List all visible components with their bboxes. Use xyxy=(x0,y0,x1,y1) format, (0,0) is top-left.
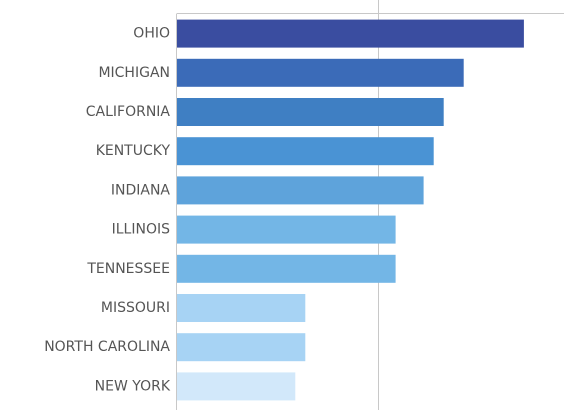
category-label-tennessee: TENNESSEE xyxy=(86,261,170,277)
category-label-california: CALIFORNIA xyxy=(86,104,171,120)
category-label-illinois: ILLINOIS xyxy=(112,222,170,238)
bar-california[interactable] xyxy=(177,98,444,126)
bar-missouri[interactable] xyxy=(177,294,306,322)
category-label-kentucky: KENTUCKY xyxy=(96,143,171,159)
bar-layer xyxy=(177,19,524,401)
bar-illinois[interactable] xyxy=(177,215,396,244)
bar-kentucky[interactable] xyxy=(177,137,434,166)
bar-michigan[interactable] xyxy=(177,58,464,87)
category-label-michigan: MICHIGAN xyxy=(98,65,170,81)
category-label-missouri: MISSOURI xyxy=(101,300,170,316)
bar-tennessee[interactable] xyxy=(177,254,396,283)
bar-ohio[interactable] xyxy=(177,19,524,48)
bar-new-york[interactable] xyxy=(177,372,296,401)
bar-indiana[interactable] xyxy=(177,176,424,205)
category-label-indiana: INDIANA xyxy=(111,182,171,198)
label-layer: OHIO MICHIGAN CALIFORNIA KENTUCKY INDIANA ILL… xyxy=(44,26,171,395)
category-label-north-carolina: NORTH CAROLINA xyxy=(44,339,170,355)
category-label-new-york: NEW YORK xyxy=(95,378,171,394)
bar-north-carolina[interactable] xyxy=(177,333,306,362)
category-label-ohio: OHIO xyxy=(133,26,170,42)
